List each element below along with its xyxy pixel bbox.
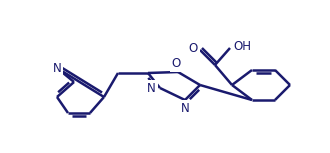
Text: N: N <box>181 102 189 115</box>
Text: O: O <box>171 57 181 70</box>
Text: N: N <box>147 82 156 95</box>
Text: O: O <box>189 41 198 54</box>
Text: OH: OH <box>233 39 251 52</box>
Text: N: N <box>52 62 61 75</box>
